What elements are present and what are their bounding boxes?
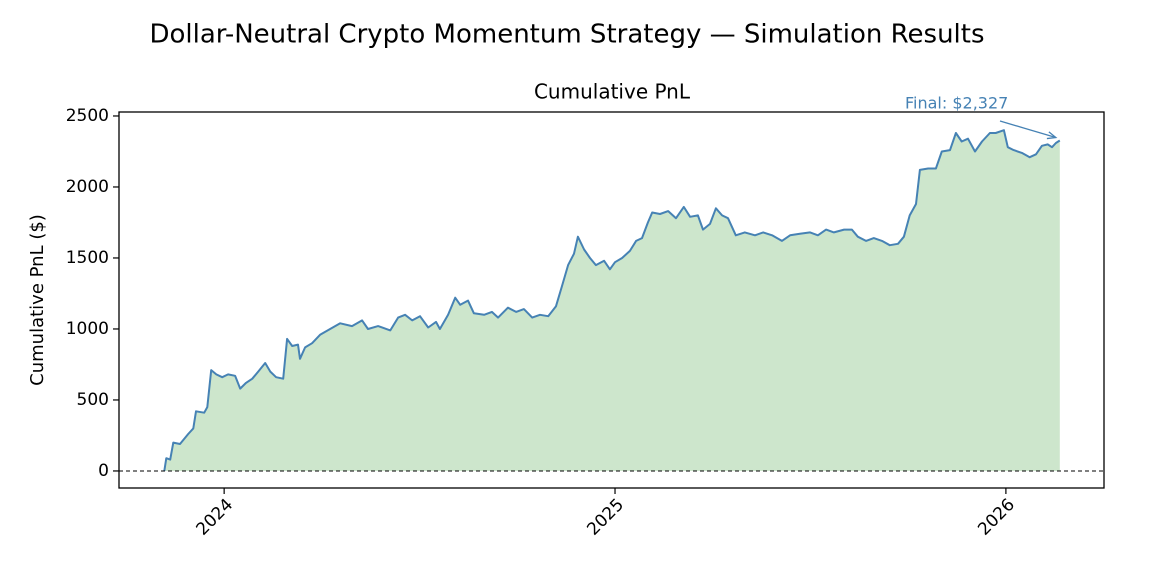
y-tick-label: 1000 xyxy=(66,319,109,339)
annotation-arrow xyxy=(999,120,1057,139)
y-tick-label: 1500 xyxy=(66,248,109,268)
annotation: Final: $2,327 xyxy=(905,94,1008,113)
y-tick-label: 500 xyxy=(77,390,109,410)
x-tick-label: 2025 xyxy=(583,495,628,540)
x-tick-label: 2026 xyxy=(974,495,1019,540)
chart-subtitle: Cumulative PnL xyxy=(534,80,691,104)
area xyxy=(164,130,1060,471)
annotation-arrowhead xyxy=(1046,131,1058,140)
y-tick-label: 2500 xyxy=(66,106,109,126)
y-tick-label: 0 xyxy=(98,461,109,481)
y-tick-label: 2000 xyxy=(66,177,109,197)
line xyxy=(163,129,1061,472)
y-axis-label: Cumulative PnL ($) xyxy=(27,214,48,386)
chart-title: Dollar-Neutral Crypto Momentum Strategy … xyxy=(149,20,984,50)
x-tick-label: 2024 xyxy=(192,495,237,540)
plot-frame xyxy=(118,111,1105,489)
